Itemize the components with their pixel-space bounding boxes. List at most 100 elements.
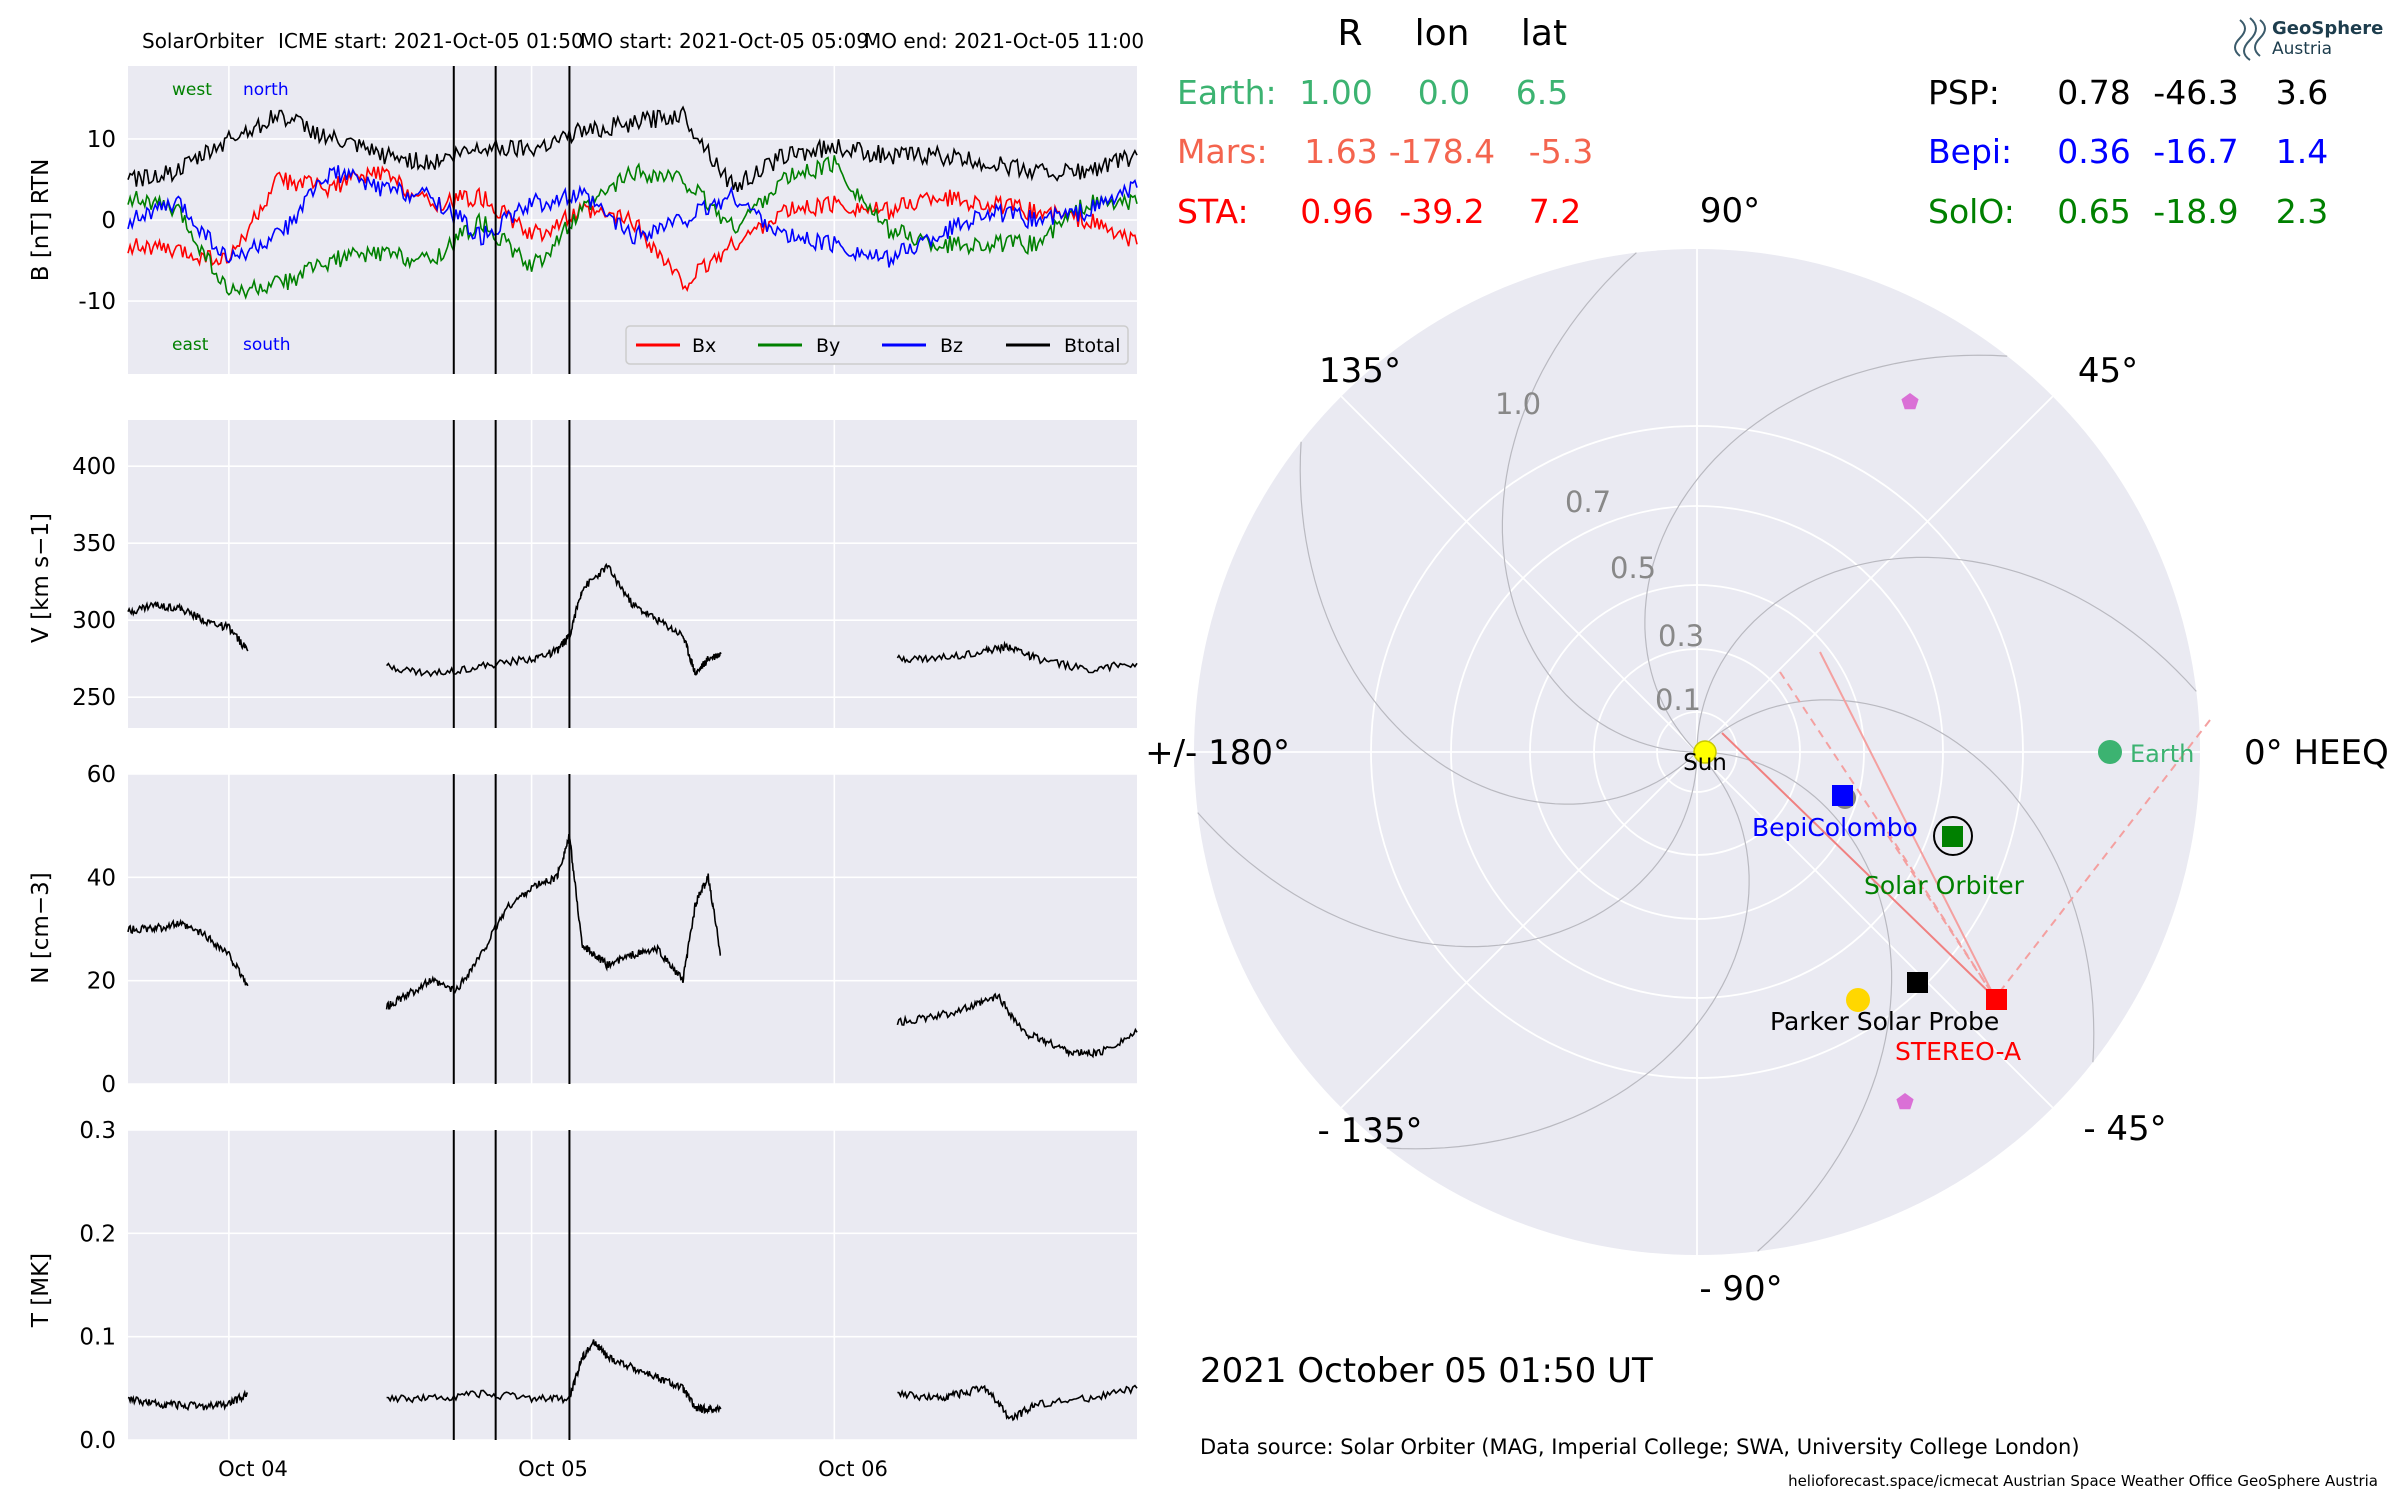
psp-yellow-marker	[1846, 988, 1870, 1012]
datetime-label: 2021 October 05 01:50 UT	[1200, 1351, 1653, 1391]
parker-spiral-line	[1644, 354, 2008, 753]
parker-spiral-line	[1696, 556, 2197, 753]
n-axis-label: N [cm−3]	[28, 872, 54, 983]
angle-label-a45: 45°	[2078, 351, 2138, 391]
mars-name: Mars:	[1177, 132, 1268, 171]
credits-label: helioforecast.space/icmecat Austrian Spa…	[1788, 1472, 2378, 1490]
timeseries-panels: 10 0 -10 400 350 300 250 60 40 20 0 0.3 0.2 0.1 0.0	[72, 66, 1138, 1454]
legend-bx: Bx	[692, 335, 716, 357]
parker-spiral-line	[1299, 441, 1698, 805]
mars-lon: -178.4	[1389, 132, 1495, 171]
mars-lat: -5.3	[1529, 132, 1593, 171]
logo-line1: GeoSphere	[2272, 18, 2383, 39]
label-earth: Earth	[2130, 740, 2194, 768]
mo-end-label: MO end: 2021-Oct-05 11:00	[864, 29, 1144, 53]
y-tick-label: 0	[101, 1072, 116, 1098]
sun-marker	[1693, 740, 1717, 764]
series-segment-2	[386, 1339, 722, 1415]
y-tick-label: 0.0	[79, 1428, 116, 1454]
panel-temperature: 0.3 0.2 0.1 0.0	[79, 1118, 1138, 1454]
solo-marker	[1942, 826, 1963, 847]
solo-lat: 2.3	[2276, 192, 2328, 231]
angle-label-a90: 90°	[1700, 191, 1760, 231]
x-tick-oct05: Oct 05	[518, 1457, 588, 1481]
panel-speed: 400 350 300 250	[72, 420, 1138, 728]
y-tick-label: 0.1	[79, 1325, 116, 1351]
series-btotal	[127, 105, 1138, 192]
series-bz	[127, 165, 1138, 268]
r-tick-label: 0.1	[1655, 683, 1701, 717]
solo-ring-marker	[1933, 816, 1973, 856]
y-tick-label: 0.2	[79, 1221, 116, 1247]
south-annotation: south	[243, 335, 290, 355]
sta-fov-dashed-2	[1994, 719, 2211, 999]
pentagon-marker-lower	[1896, 1093, 1914, 1110]
earth-marker	[2098, 740, 2122, 764]
series-segment-1	[127, 600, 249, 652]
panel-density: 60 40 20 0	[87, 762, 1138, 1098]
t-axis-label: T [MK]	[28, 1253, 54, 1328]
psp-r: 0.78	[2057, 73, 2130, 112]
solo-lon: -18.9	[2153, 192, 2238, 231]
label-psp: Parker Solar Probe	[1770, 1007, 1999, 1036]
angle-label-am135: - 135°	[1318, 1111, 1423, 1151]
solo-name: SolO:	[1928, 192, 2015, 231]
bepi-name: Bepi:	[1928, 132, 2012, 171]
angle-label-am45: - 45°	[2083, 1109, 2166, 1149]
icme-start-label: ICME start: 2021-Oct-05 01:50	[278, 29, 584, 53]
angle-gridline	[1340, 751, 1698, 1109]
mars-r: 1.63	[1304, 132, 1377, 171]
legend-bz: Bz	[940, 335, 963, 357]
legend-btotal: Btotal	[1064, 335, 1120, 357]
angle-gridline	[1696, 751, 2054, 1109]
y-tick-label: 0.3	[79, 1118, 116, 1144]
logo-line2: Austria	[2272, 39, 2332, 59]
v-axis-label: V [km s−1]	[28, 513, 54, 643]
bepi-lon: -16.7	[2153, 132, 2238, 171]
logo-mark-icon	[2234, 17, 2266, 61]
psp-marker	[1907, 972, 1928, 993]
geosphere-logo: GeoSphere Austria	[2234, 17, 2383, 61]
sta-line-sun	[1721, 732, 1996, 999]
angle-label-a180: +/- 180°	[1145, 733, 1290, 773]
data-source-label: Data source: Solar Orbiter (MAG, Imperia…	[1200, 1435, 2080, 1459]
y-tick-label: 300	[72, 608, 116, 634]
sta-fov-line-1	[1819, 651, 1996, 999]
series-segment-3	[896, 992, 1138, 1059]
east-annotation: east	[172, 335, 209, 355]
spacecraft-label: SolarOrbiter	[142, 29, 264, 53]
sta-marker	[1986, 989, 2007, 1010]
r-tick-label: 0.3	[1658, 619, 1704, 653]
b-legend: Bx By Bz Btotal	[625, 325, 1129, 365]
panel-background	[128, 420, 1137, 728]
positions-table: R lon lat Earth: 1.00 0.0 6.5 Mars: 1.63…	[1177, 13, 2328, 231]
y-tick-label: 250	[72, 685, 116, 711]
solo-r: 0.65	[2057, 192, 2130, 231]
pentagon-marker-upper	[1901, 393, 1919, 410]
earth-r: 1.00	[1299, 73, 1372, 112]
y-tick-label: 60	[87, 762, 116, 788]
series-segment-1	[127, 918, 249, 987]
series-segment-2	[386, 562, 722, 678]
parker-spiral-line	[1696, 699, 2095, 1063]
b-axis-label: B [nT] RTN	[28, 159, 54, 282]
col-r: R	[1337, 13, 1362, 54]
north-annotation: north	[243, 80, 289, 100]
sta-fov-dashed-3	[1879, 819, 1996, 999]
y-tick-label: -10	[78, 289, 116, 315]
parker-spiral-line	[1386, 751, 1750, 1150]
series-segment-3	[897, 1384, 1138, 1422]
col-lat: lat	[1521, 13, 1567, 54]
angle-gridline	[1340, 395, 1698, 753]
y-tick-label: 350	[72, 531, 116, 557]
angle-label-a135: 135°	[1319, 351, 1401, 391]
label-solo: Solar Orbiter	[1864, 871, 2025, 900]
sta-lon: -39.2	[1399, 192, 1484, 231]
panel-magnetic_field: 10 0 -10	[78, 66, 1138, 374]
label-sun: Sun	[1683, 750, 1727, 776]
series-segment-2	[385, 833, 722, 1010]
angle-gridline	[1696, 395, 2054, 753]
psp-lat: 3.6	[2276, 73, 2328, 112]
label-sta: STEREO-A	[1895, 1037, 2021, 1066]
series-segment-3	[896, 640, 1138, 674]
